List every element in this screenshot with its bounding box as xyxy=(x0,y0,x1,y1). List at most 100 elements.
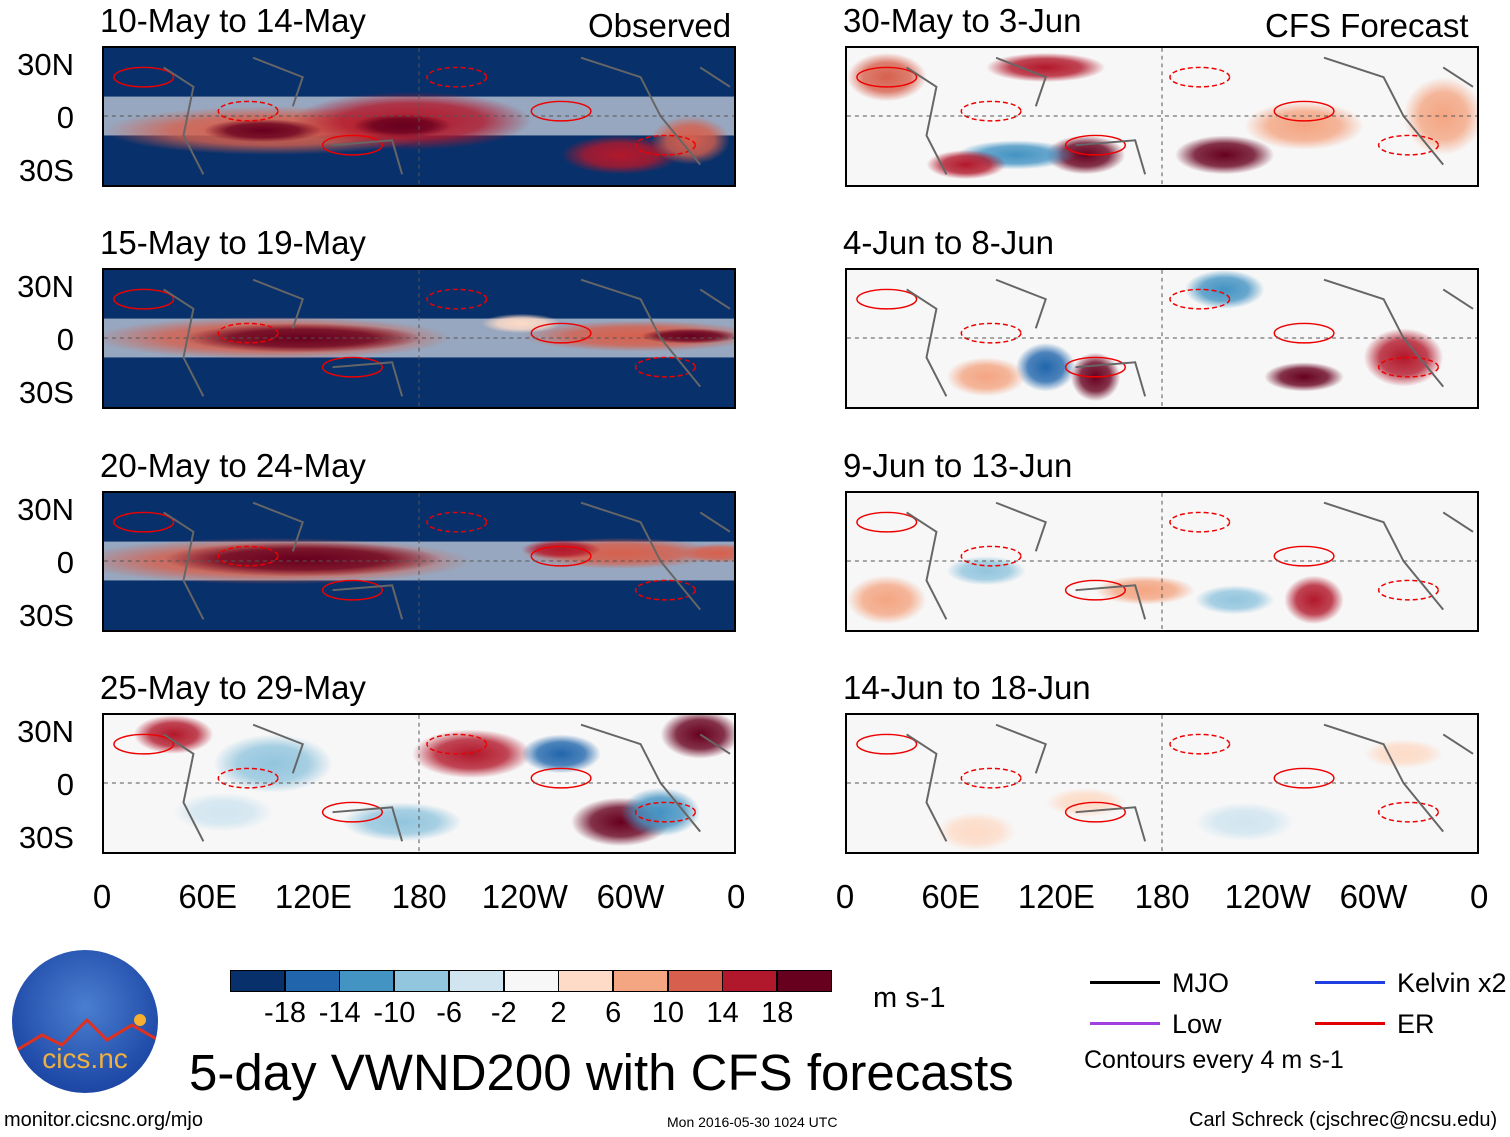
anomaly-blob xyxy=(1194,585,1275,615)
observed-map-panel xyxy=(102,713,736,854)
anomaly-blob xyxy=(352,114,452,138)
anomaly-blob xyxy=(1194,802,1295,842)
er-contour xyxy=(530,100,592,122)
colorbar-tick-label: 14 xyxy=(706,997,739,1029)
er-contour xyxy=(634,801,696,823)
timestamp: Mon 2016-05-30 1024 UTC xyxy=(667,1114,838,1130)
colorbar-tick-label: 10 xyxy=(651,997,685,1029)
y-tick-label: 30S xyxy=(18,153,74,188)
y-tick-label: 30N xyxy=(17,269,74,304)
colorbar-tick-label: -6 xyxy=(436,997,462,1029)
y-tick-label: 0 xyxy=(56,100,74,135)
x-tick-label: 60E xyxy=(178,878,238,915)
coastlines xyxy=(906,56,1474,175)
legend-label: Low xyxy=(1172,1009,1222,1039)
er-contour xyxy=(321,356,383,378)
colorbar-swatch xyxy=(558,970,614,992)
er-contour xyxy=(1273,322,1335,344)
er-contour xyxy=(217,100,279,122)
er-contour xyxy=(530,545,592,567)
anomaly-blob xyxy=(1284,575,1344,625)
x-tick-label: 60E xyxy=(921,878,981,915)
forecast-panel-title: 30-May to 3-Jun xyxy=(843,2,1082,39)
x-tick-label: 120W xyxy=(1224,878,1311,915)
er-contour xyxy=(960,322,1022,344)
legend-label: MJO xyxy=(1172,968,1229,998)
er-contour xyxy=(634,579,696,601)
y-tick-label: 30N xyxy=(17,492,74,527)
observed-label: Observed xyxy=(588,7,732,44)
anomaly-blob xyxy=(660,715,734,759)
legend-line xyxy=(1090,1022,1160,1025)
anomaly-blob xyxy=(521,734,601,774)
anomaly-blob xyxy=(183,323,422,353)
anomaly-blob xyxy=(847,575,927,625)
colorbar-swatch xyxy=(284,970,340,992)
anomaly-blob xyxy=(847,52,927,102)
x-tick-label: 180 xyxy=(1134,878,1190,915)
coastlines xyxy=(163,501,731,620)
forecast-map-panel xyxy=(845,268,1479,409)
anomaly-blob xyxy=(926,150,1006,180)
er-contour xyxy=(113,511,175,533)
anomaly-blob xyxy=(412,729,532,779)
colorbar-tick-label: 18 xyxy=(761,997,794,1029)
anomaly-blob xyxy=(936,812,1016,852)
anomaly-blob xyxy=(680,543,734,563)
anomaly-blob xyxy=(1015,342,1076,392)
forecast-panel-title: 4-Jun to 8-Jun xyxy=(843,224,1054,261)
x-tick-label: 0 xyxy=(727,878,746,915)
y-tick-label: 30S xyxy=(18,598,74,633)
x-tick-label: 120E xyxy=(274,878,352,915)
colorbar-swatch xyxy=(667,970,723,992)
colorbar-swatch xyxy=(777,970,832,992)
author-credit: Carl Schreck (cjschrec@ncsu.edu) xyxy=(1189,1109,1498,1131)
x-tick-label: 60W xyxy=(596,878,665,915)
forecast-map-panel xyxy=(845,46,1479,187)
coastlines xyxy=(163,723,731,842)
svg-text:cics.nc: cics.nc xyxy=(42,1043,128,1074)
anomaly-blob xyxy=(133,715,214,754)
er-contour xyxy=(1064,801,1126,823)
anomaly-blob xyxy=(1403,77,1477,155)
anomaly-blob xyxy=(561,135,681,175)
colorbar-tick-label: -10 xyxy=(373,997,416,1029)
observed-map-panel xyxy=(102,46,736,187)
anomaly-blob xyxy=(620,787,701,837)
forecast-panel-title: 14-Jun to 18-Jun xyxy=(843,669,1091,706)
source-url: monitor.cicsnc.org/mjo xyxy=(4,1109,203,1131)
forecast-label: CFS Forecast xyxy=(1265,7,1469,44)
y-tick-label: 30S xyxy=(18,820,74,855)
er-contour xyxy=(1377,579,1439,601)
er-contour xyxy=(1064,579,1126,601)
x-tick-label: 0 xyxy=(1470,878,1489,915)
er-contour xyxy=(321,579,383,601)
anomaly-blob xyxy=(986,52,1106,83)
x-tick-label: 180 xyxy=(391,878,447,915)
coastlines xyxy=(906,501,1474,620)
er-contour xyxy=(1273,767,1335,789)
anomaly-blob xyxy=(1184,270,1265,309)
er-contour xyxy=(321,801,383,823)
er-contour xyxy=(530,767,592,789)
y-tick-label: 30N xyxy=(17,714,74,749)
er-contour xyxy=(960,100,1022,122)
coastlines xyxy=(163,56,731,175)
colorbar-swatch xyxy=(722,970,778,992)
er-contour xyxy=(1273,545,1335,567)
er-contour xyxy=(856,733,918,755)
anomaly-blob xyxy=(213,734,333,793)
colorbar-tick-label: 2 xyxy=(550,997,567,1029)
anomaly-blob xyxy=(342,802,462,842)
legend-line xyxy=(1315,1022,1385,1025)
forecast-panel-title: 9-Jun to 13-Jun xyxy=(843,447,1073,484)
y-tick-label: 30N xyxy=(17,47,74,82)
x-tick-label: 0 xyxy=(835,878,855,915)
observed-map-panel xyxy=(102,268,736,409)
er-contour xyxy=(1377,801,1439,823)
x-tick-label: 60W xyxy=(1339,878,1408,915)
anomaly-blob xyxy=(1174,135,1275,175)
x-tick-label: 0 xyxy=(92,878,112,915)
colorbar-swatch xyxy=(448,970,504,992)
colorbar-swatch xyxy=(503,970,559,992)
